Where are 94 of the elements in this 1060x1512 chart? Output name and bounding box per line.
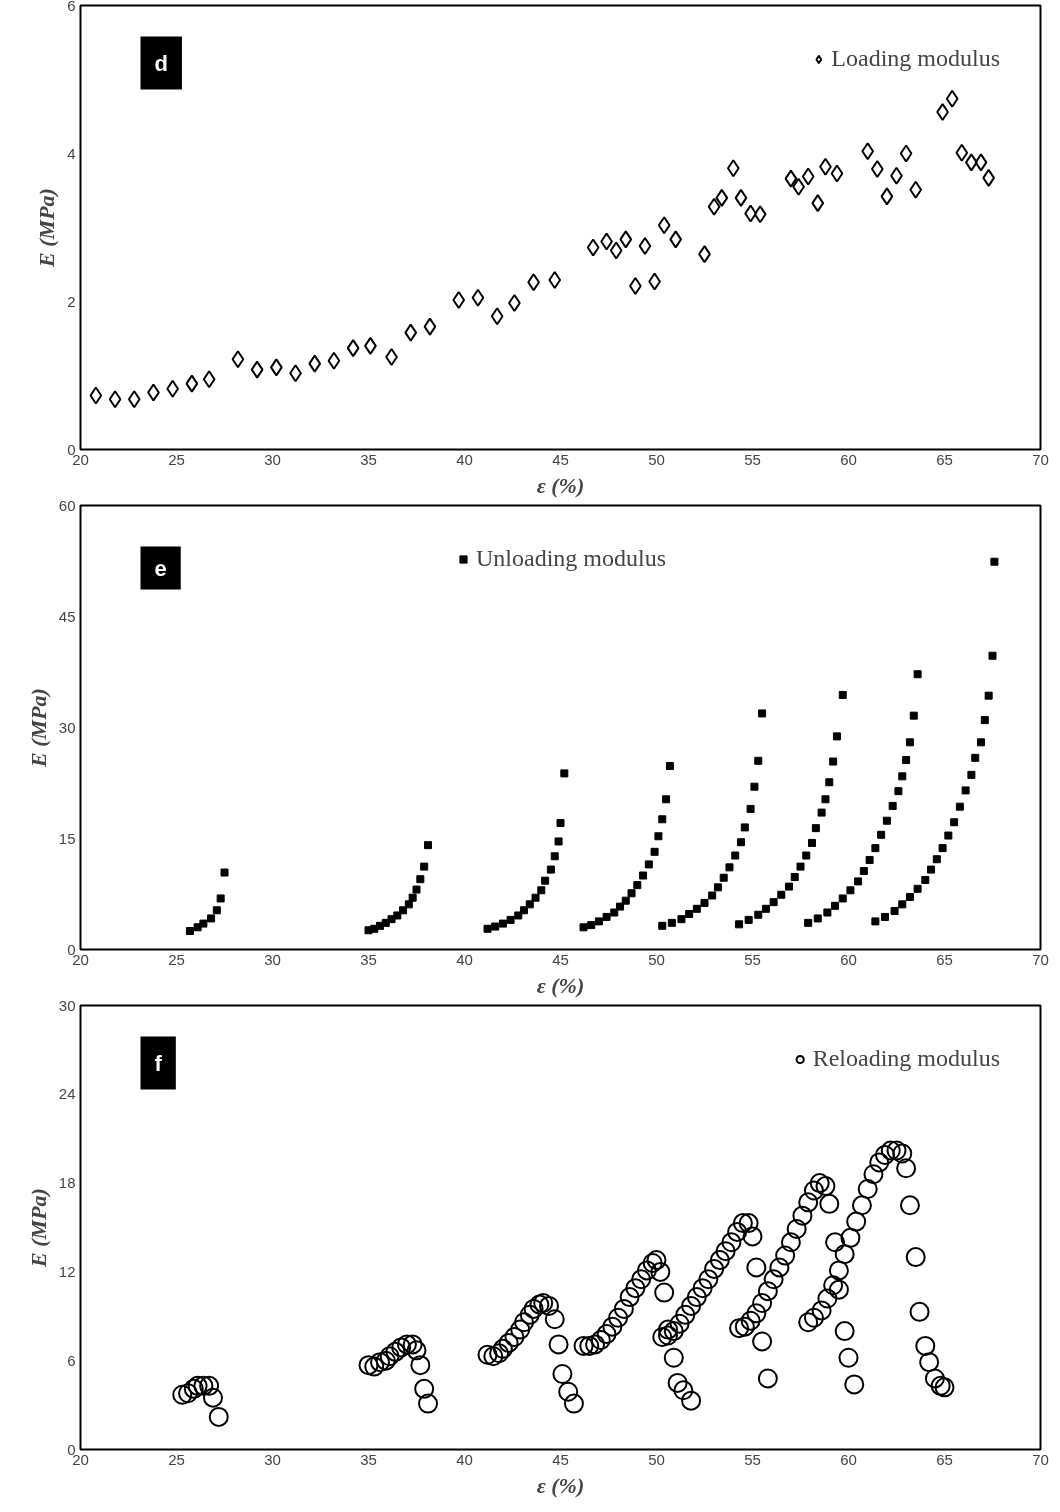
- legend-label: Loading modulus: [831, 45, 1000, 72]
- point: [327, 351, 341, 370]
- x-tick-label: 35: [360, 450, 377, 468]
- point: [385, 348, 398, 366]
- point: [231, 350, 245, 369]
- x-tick-label: 40: [456, 450, 473, 468]
- point: [945, 89, 959, 108]
- point: [870, 160, 884, 179]
- x-tick-label: 25: [168, 1450, 185, 1468]
- point: [784, 169, 798, 188]
- x-tick-label: 35: [360, 1450, 377, 1468]
- y-tick-label: 12: [58, 1262, 76, 1280]
- x-axis-title: ε (%): [536, 1472, 585, 1498]
- legend-label: Reloading modulus: [812, 1045, 1000, 1072]
- point: [669, 230, 683, 249]
- x-tick-label: 70: [1032, 1450, 1049, 1468]
- x-tick-label: 65: [936, 1450, 953, 1468]
- y-tick-label: 6: [67, 0, 76, 14]
- point: [909, 180, 923, 199]
- x-tick-label: 70: [1032, 450, 1049, 468]
- y-axis-title: E (MPa): [25, 1188, 51, 1268]
- point: [308, 354, 322, 373]
- point: [753, 205, 767, 224]
- x-tick-label: 55: [744, 450, 761, 468]
- point: [490, 307, 504, 326]
- point: [830, 164, 844, 183]
- x-tick-label: 65: [936, 950, 953, 968]
- x-tick-label: 60: [840, 1450, 857, 1468]
- x-tick-label: 45: [552, 1450, 569, 1468]
- point: [707, 197, 721, 216]
- x-tick-label: 45: [552, 450, 569, 468]
- point: [811, 194, 825, 213]
- y-axis-title: E (MPa): [25, 688, 51, 768]
- x-tick-label: 25: [168, 450, 185, 468]
- point: [548, 271, 562, 290]
- point: [619, 230, 633, 249]
- point: [955, 143, 969, 162]
- x-tick-label: 30: [264, 450, 281, 468]
- y-tick-label: 30: [58, 996, 76, 1014]
- x-tick-label: 55: [744, 1450, 761, 1468]
- point: [452, 291, 466, 310]
- y-tick-label: 45: [58, 607, 76, 625]
- point: [657, 216, 671, 235]
- point: [202, 370, 216, 389]
- annotation: e: [154, 555, 167, 581]
- x-axis-title: ε (%): [536, 972, 585, 998]
- point: [586, 238, 600, 257]
- point: [734, 188, 748, 207]
- x-tick-label: 40: [456, 1450, 473, 1468]
- annotation: d: [154, 50, 168, 76]
- x-tick-label: 45: [552, 950, 569, 968]
- point: [899, 144, 913, 163]
- point: [250, 360, 264, 379]
- y-tick-label: 30: [58, 718, 76, 736]
- x-tick-label: 35: [360, 950, 377, 968]
- point: [346, 339, 360, 358]
- legend-label: Unloading modulus: [476, 545, 666, 572]
- x-tick-label: 55: [744, 950, 761, 968]
- point: [715, 188, 729, 207]
- point: [108, 390, 122, 409]
- x-tick-label: 30: [264, 1450, 281, 1468]
- annotation: f: [154, 1050, 163, 1076]
- point: [638, 237, 652, 255]
- x-tick-label: 25: [168, 950, 185, 968]
- point: [404, 323, 418, 342]
- x-tick-label: 70: [1032, 950, 1049, 968]
- x-tick-label: 65: [936, 450, 953, 468]
- x-tick-label: 50: [648, 950, 665, 968]
- point: [880, 187, 894, 206]
- x-tick-label: 40: [456, 950, 473, 968]
- x-tick-label: 60: [840, 950, 857, 968]
- point: [726, 159, 740, 178]
- y-tick-label: 2: [67, 292, 76, 310]
- y-tick-label: 6: [67, 1351, 76, 1369]
- point: [801, 167, 815, 186]
- y-tick-label: 4: [67, 144, 76, 162]
- point: [423, 317, 437, 336]
- point: [609, 241, 623, 260]
- x-tick-label: 50: [648, 1450, 665, 1468]
- x-tick-label: 30: [264, 950, 281, 968]
- y-axis-title: E (MPa): [34, 188, 60, 268]
- y-tick-label: 60: [58, 496, 76, 514]
- point: [127, 390, 141, 409]
- y-tick-label: 24: [58, 1085, 76, 1103]
- x-axis-title: ε (%): [536, 472, 585, 498]
- x-tick-label: 50: [648, 450, 665, 468]
- point: [89, 386, 103, 405]
- y-tick-label: 15: [58, 829, 76, 847]
- point: [471, 288, 485, 307]
- point: [861, 142, 875, 161]
- point: [185, 374, 199, 393]
- y-tick-label: 18: [58, 1174, 76, 1192]
- x-tick-label: 60: [840, 450, 857, 468]
- point: [974, 153, 988, 172]
